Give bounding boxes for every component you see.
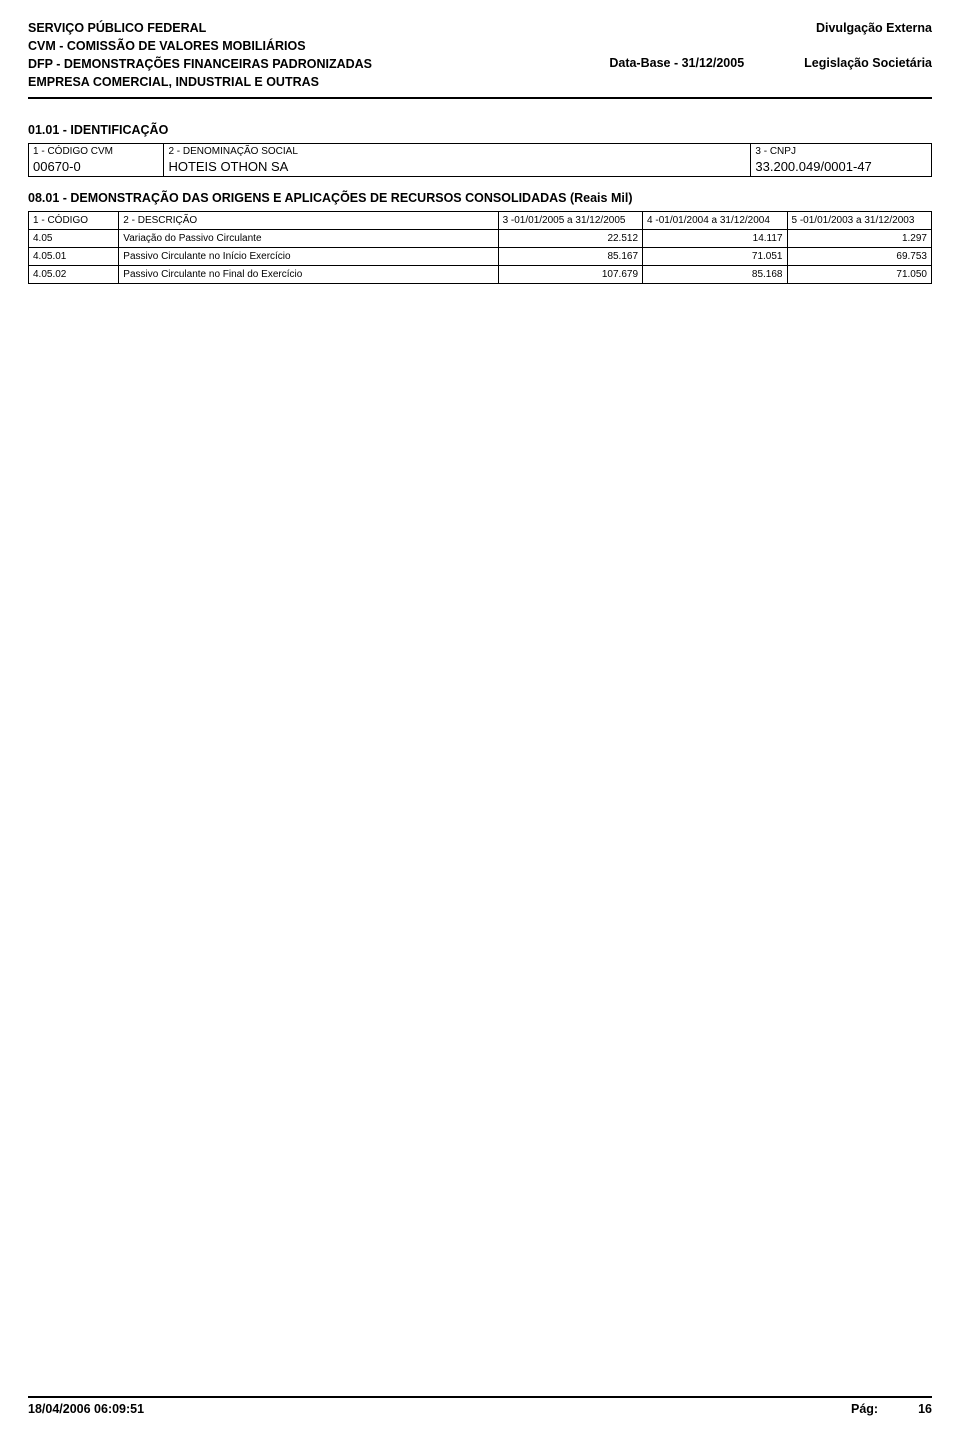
- table-row: 4.05.02 Passivo Circulante no Final do E…: [29, 265, 932, 283]
- cell-value: 22.512: [498, 229, 642, 247]
- id-value-denom: HOTEIS OTHON SA: [168, 157, 746, 174]
- header-data-base: Data-Base - 31/12/2005: [609, 55, 744, 72]
- cell-value: 71.051: [643, 247, 787, 265]
- header-left: SERVIÇO PÚBLICO FEDERAL CVM - COMISSÃO D…: [28, 20, 372, 91]
- cell-code: 4.05: [29, 229, 119, 247]
- header-legislacao: Legislação Societária: [804, 55, 932, 72]
- col-header-period-2: 4 -01/01/2004 a 31/12/2004: [643, 211, 787, 229]
- id-value-cnpj: 33.200.049/0001-47: [755, 157, 927, 174]
- cell-value: 71.050: [787, 265, 932, 283]
- document-header: SERVIÇO PÚBLICO FEDERAL CVM - COMISSÃO D…: [28, 20, 932, 99]
- header-line-1: SERVIÇO PÚBLICO FEDERAL: [28, 20, 372, 37]
- footer-timestamp: 18/04/2006 06:09:51: [28, 1402, 144, 1416]
- cell-value: 85.167: [498, 247, 642, 265]
- demo-table: 1 - CÓDIGO 2 - DESCRIÇÃO 3 -01/01/2005 a…: [28, 211, 932, 284]
- col-header-period-1: 3 -01/01/2005 a 31/12/2005: [498, 211, 642, 229]
- cell-value: 107.679: [498, 265, 642, 283]
- id-value-codigo: 00670-0: [33, 157, 159, 174]
- header-line-2: CVM - COMISSÃO DE VALORES MOBILIÁRIOS: [28, 38, 372, 55]
- header-line-3: DFP - DEMONSTRAÇÕES FINANCEIRAS PADRONIZ…: [28, 56, 372, 73]
- footer-page-label: Pág:: [851, 1402, 878, 1416]
- col-header-codigo: 1 - CÓDIGO: [29, 211, 119, 229]
- id-label-codigo: 1 - CÓDIGO CVM: [33, 146, 159, 157]
- cell-desc: Variação do Passivo Circulante: [119, 229, 498, 247]
- id-label-cnpj: 3 - CNPJ: [755, 146, 927, 157]
- footer-page-number: 16: [918, 1402, 932, 1416]
- id-cell-codigo: 1 - CÓDIGO CVM 00670-0: [29, 143, 164, 176]
- id-label-denom: 2 - DENOMINAÇÃO SOCIAL: [168, 146, 746, 157]
- identification-table: 1 - CÓDIGO CVM 00670-0 2 - DENOMINAÇÃO S…: [28, 143, 932, 177]
- header-right: Divulgação Externa Data-Base - 31/12/200…: [609, 20, 932, 72]
- demo-title: 08.01 - DEMONSTRAÇÃO DAS ORIGENS E APLIC…: [28, 191, 932, 205]
- table-header-row: 1 - CÓDIGO 2 - DESCRIÇÃO 3 -01/01/2005 a…: [29, 211, 932, 229]
- cell-value: 14.117: [643, 229, 787, 247]
- page: SERVIÇO PÚBLICO FEDERAL CVM - COMISSÃO D…: [0, 0, 960, 1434]
- id-cell-denom: 2 - DENOMINAÇÃO SOCIAL HOTEIS OTHON SA: [164, 143, 751, 176]
- identification-title: 01.01 - IDENTIFICAÇÃO: [28, 123, 932, 137]
- cell-desc: Passivo Circulante no Final do Exercício: [119, 265, 498, 283]
- footer-right: Pág: 16: [851, 1402, 932, 1416]
- table-row: 4.05 Variação do Passivo Circulante 22.5…: [29, 229, 932, 247]
- cell-code: 4.05.01: [29, 247, 119, 265]
- cell-code: 4.05.02: [29, 265, 119, 283]
- page-footer: 18/04/2006 06:09:51 Pág: 16: [28, 1396, 932, 1416]
- id-cell-cnpj: 3 - CNPJ 33.200.049/0001-47: [751, 143, 932, 176]
- cell-value: 85.168: [643, 265, 787, 283]
- cell-desc: Passivo Circulante no Início Exercício: [119, 247, 498, 265]
- cell-value: 1.297: [787, 229, 932, 247]
- col-header-descricao: 2 - DESCRIÇÃO: [119, 211, 498, 229]
- table-row: 4.05.01 Passivo Circulante no Início Exe…: [29, 247, 932, 265]
- col-header-period-3: 5 -01/01/2003 a 31/12/2003: [787, 211, 932, 229]
- header-line-4: EMPRESA COMERCIAL, INDUSTRIAL E OUTRAS: [28, 74, 372, 91]
- cell-value: 69.753: [787, 247, 932, 265]
- header-divulgacao: Divulgação Externa: [816, 20, 932, 37]
